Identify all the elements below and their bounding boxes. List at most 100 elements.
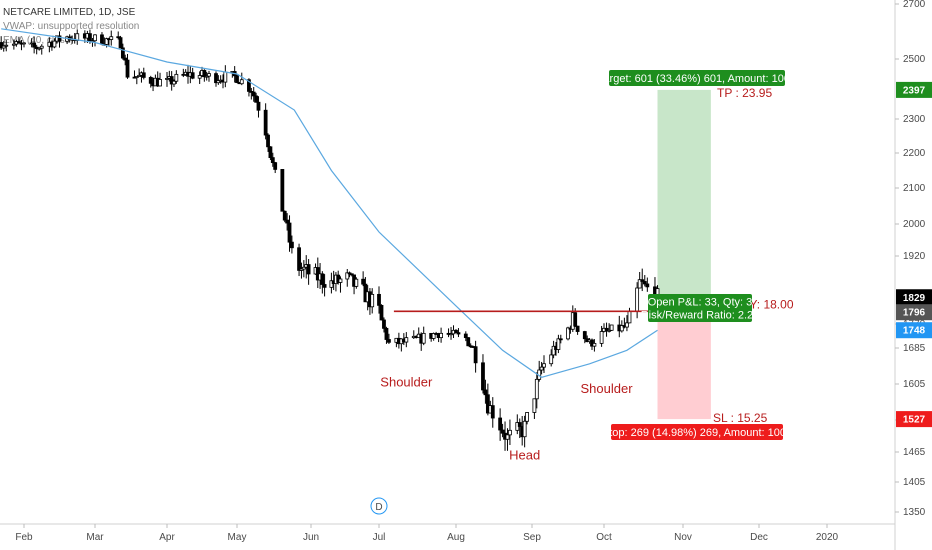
candle-body bbox=[534, 378, 539, 400]
price-tag-label: 1796 bbox=[903, 308, 926, 319]
price-tag-1748 bbox=[896, 322, 932, 339]
candle-body bbox=[498, 417, 503, 431]
y-tick-label: 1350 bbox=[903, 507, 926, 518]
candle-body bbox=[599, 331, 604, 344]
candle-body bbox=[505, 434, 510, 440]
candle-body bbox=[174, 73, 179, 82]
dividend-marker bbox=[370, 497, 388, 515]
candle-body bbox=[485, 394, 490, 414]
candle-body bbox=[207, 73, 211, 77]
candle-body bbox=[338, 278, 343, 283]
tp-level-label: TP : 23.95 bbox=[717, 86, 772, 100]
candle-body bbox=[141, 72, 146, 78]
candle-body bbox=[532, 398, 537, 413]
candle-body bbox=[254, 95, 258, 103]
chart-legend: NETCARE LIMITED, 1D, JSE VWAP: unsupport… bbox=[3, 6, 139, 48]
candle-body bbox=[551, 345, 556, 356]
candle-body bbox=[640, 279, 645, 282]
candle-body bbox=[625, 322, 629, 328]
x-tick-label: Jun bbox=[303, 532, 319, 543]
y-tick-label: 1465 bbox=[903, 447, 926, 458]
price-tag-label: 1829 bbox=[903, 293, 926, 304]
candle-body bbox=[522, 420, 527, 438]
sl-level-label: SL : 15.25 bbox=[713, 411, 768, 425]
candle-body bbox=[609, 324, 614, 331]
target-box bbox=[609, 70, 785, 86]
candle-body bbox=[109, 36, 114, 40]
candle-body bbox=[299, 268, 304, 271]
candle-body bbox=[539, 366, 544, 371]
candle-body bbox=[456, 332, 461, 335]
candle-body bbox=[172, 80, 176, 85]
annotation-shoulder: Shoulder bbox=[380, 374, 433, 389]
candle-body bbox=[575, 325, 580, 332]
price-tag-2397 bbox=[896, 81, 932, 98]
candle-body bbox=[558, 338, 563, 341]
x-tick-label: 2020 bbox=[816, 532, 839, 543]
candle-body bbox=[37, 47, 42, 50]
candle-body bbox=[266, 134, 270, 148]
candle-body bbox=[216, 80, 221, 84]
candle-body bbox=[379, 304, 384, 321]
candle-body bbox=[290, 241, 294, 249]
candle-body bbox=[100, 34, 104, 45]
y-tick-label: 1685 bbox=[903, 343, 926, 354]
x-tick-label: Oct bbox=[596, 532, 612, 543]
y-tick-label: 2300 bbox=[903, 114, 926, 125]
candle-body bbox=[301, 266, 306, 270]
dividend-marker-label: D bbox=[375, 502, 382, 513]
candle-body bbox=[377, 293, 381, 306]
candle-body bbox=[148, 77, 153, 84]
candle-body bbox=[556, 338, 561, 350]
candles bbox=[0, 29, 660, 451]
y-tick-label: 2700 bbox=[903, 0, 926, 10]
y-tick-label: 1605 bbox=[903, 379, 926, 390]
candle-body bbox=[463, 333, 468, 339]
y-tick-label: 1405 bbox=[903, 477, 926, 488]
candle-body bbox=[320, 273, 325, 285]
price-tag-1796 bbox=[896, 304, 932, 321]
x-tick-label: Jul bbox=[373, 532, 386, 543]
candle-body bbox=[273, 162, 278, 170]
stop-zone bbox=[657, 311, 711, 420]
candle-body bbox=[169, 76, 174, 85]
candle-body bbox=[104, 38, 109, 45]
candle-body bbox=[116, 36, 121, 39]
candle-body bbox=[387, 339, 391, 343]
candle-body bbox=[93, 34, 97, 42]
price-tag-label: 1748 bbox=[903, 326, 926, 337]
candle-body bbox=[270, 157, 275, 164]
candle-body bbox=[306, 264, 311, 275]
candle-body bbox=[349, 273, 354, 276]
candle-body bbox=[125, 59, 130, 78]
candle-body bbox=[439, 332, 443, 339]
candle-body bbox=[118, 37, 123, 49]
vwap-indicator-label[interactable]: VWAP: unsupported resolution bbox=[3, 21, 140, 32]
candle-body bbox=[481, 362, 485, 391]
candle-body bbox=[382, 319, 386, 329]
candle-body bbox=[582, 331, 587, 340]
candle-body bbox=[370, 293, 375, 308]
y-tick-label: 2500 bbox=[903, 54, 926, 65]
ema-indicator-label[interactable]: EMA (40, close) bbox=[3, 35, 74, 46]
candle-body bbox=[297, 247, 301, 271]
candle-body bbox=[500, 429, 505, 434]
candle-body bbox=[197, 75, 202, 79]
candle-body bbox=[263, 109, 268, 136]
candle-body bbox=[123, 57, 128, 61]
candle-body bbox=[490, 405, 495, 419]
candle-body bbox=[525, 412, 529, 422]
candle-body bbox=[282, 210, 287, 221]
candle-body bbox=[280, 169, 285, 212]
candle-body bbox=[57, 35, 62, 42]
candle-body bbox=[165, 78, 169, 80]
candle-body bbox=[384, 327, 389, 340]
y-tick-label: 2000 bbox=[903, 219, 926, 230]
candle-body bbox=[239, 79, 244, 85]
chart-title: NETCARE LIMITED, 1D, JSE bbox=[3, 7, 136, 18]
candle-body bbox=[354, 278, 359, 287]
candle-body bbox=[619, 325, 624, 332]
candle-body bbox=[449, 333, 453, 336]
candle-body bbox=[361, 278, 366, 285]
